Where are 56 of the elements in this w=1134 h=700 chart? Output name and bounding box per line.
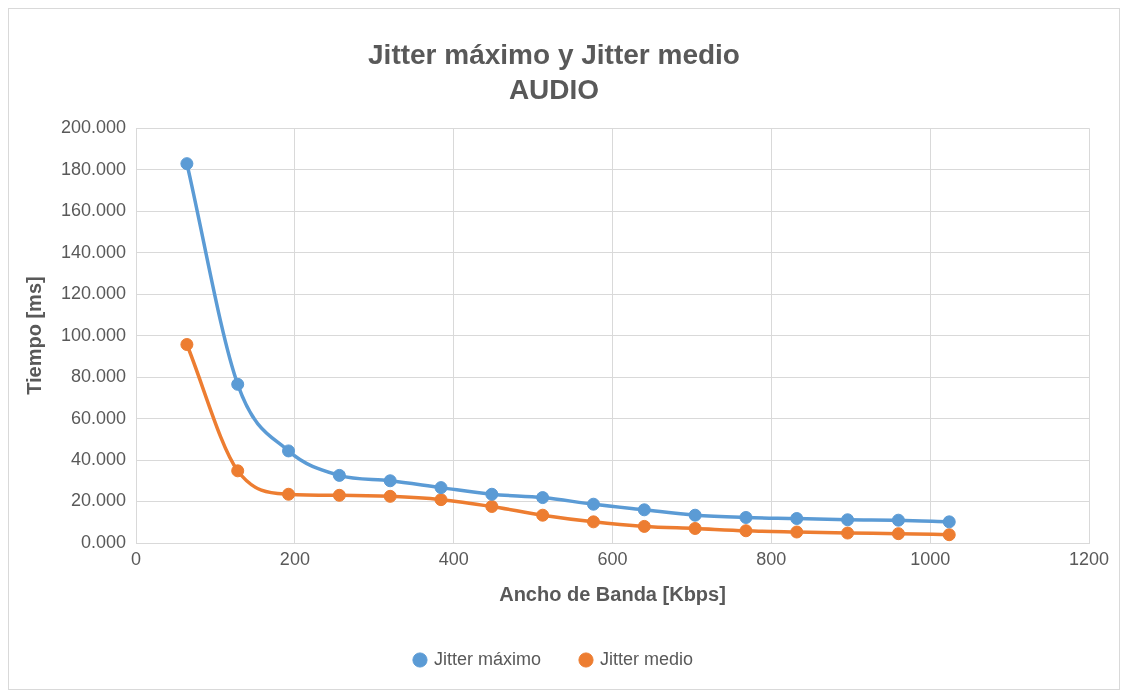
y-tick-label: 200.000 [60,117,127,138]
y-tick-label: 80.000 [71,366,127,387]
y-tick-label: 180.000 [60,158,127,179]
y-tick-label: 120.000 [60,283,127,304]
point [383,474,397,488]
point [841,526,855,540]
point [688,508,702,522]
point [536,508,550,522]
point [231,464,245,478]
y-tick-label: 100.000 [60,324,127,345]
chart-subtitle: AUDIO [508,74,600,106]
point [282,487,296,501]
point [688,521,702,535]
x-tick-label: 400 [438,548,469,569]
point [739,510,753,524]
point [180,157,194,171]
point [383,489,397,503]
x-tick-label: 200 [279,548,310,569]
x-tick-label: 1200 [1068,548,1110,569]
x-tick-label: 0 [131,548,142,569]
y-tick-label: 20.000 [71,490,127,511]
x-tick-label: 600 [597,548,628,569]
chart-title: Jitter máximo y Jitter medio [368,38,740,70]
point [434,481,448,495]
y-tick-label: 140.000 [60,241,127,262]
y-tick-label: 40.000 [71,449,127,470]
x-axis-title: Ancho de Banda [Kbps] [499,582,726,605]
point [942,515,956,529]
point [332,468,346,482]
x-tick-label: 1000 [910,548,951,569]
point [536,491,550,505]
point [282,444,296,458]
point [637,519,651,533]
y-tick-label: 60.000 [71,407,127,428]
point [332,488,346,502]
point [586,497,600,511]
point [180,338,194,352]
point [485,487,499,501]
point [790,512,804,526]
y-tick-label: 0.000 [81,531,127,552]
y-tick-label: 160.000 [60,200,127,221]
point [485,500,499,513]
point [637,503,651,517]
y-axis-title: Tiempo [ms] [22,276,45,395]
point [891,513,905,527]
point [231,377,245,391]
point [434,493,448,507]
point [841,513,855,527]
point [942,528,956,542]
point [586,515,600,529]
legend-label: Jitter máximo [433,648,541,669]
point [739,524,753,538]
legend-label: Jitter medio [599,648,694,669]
point [790,525,804,539]
x-tick-label: 800 [756,548,787,569]
point [891,527,905,541]
